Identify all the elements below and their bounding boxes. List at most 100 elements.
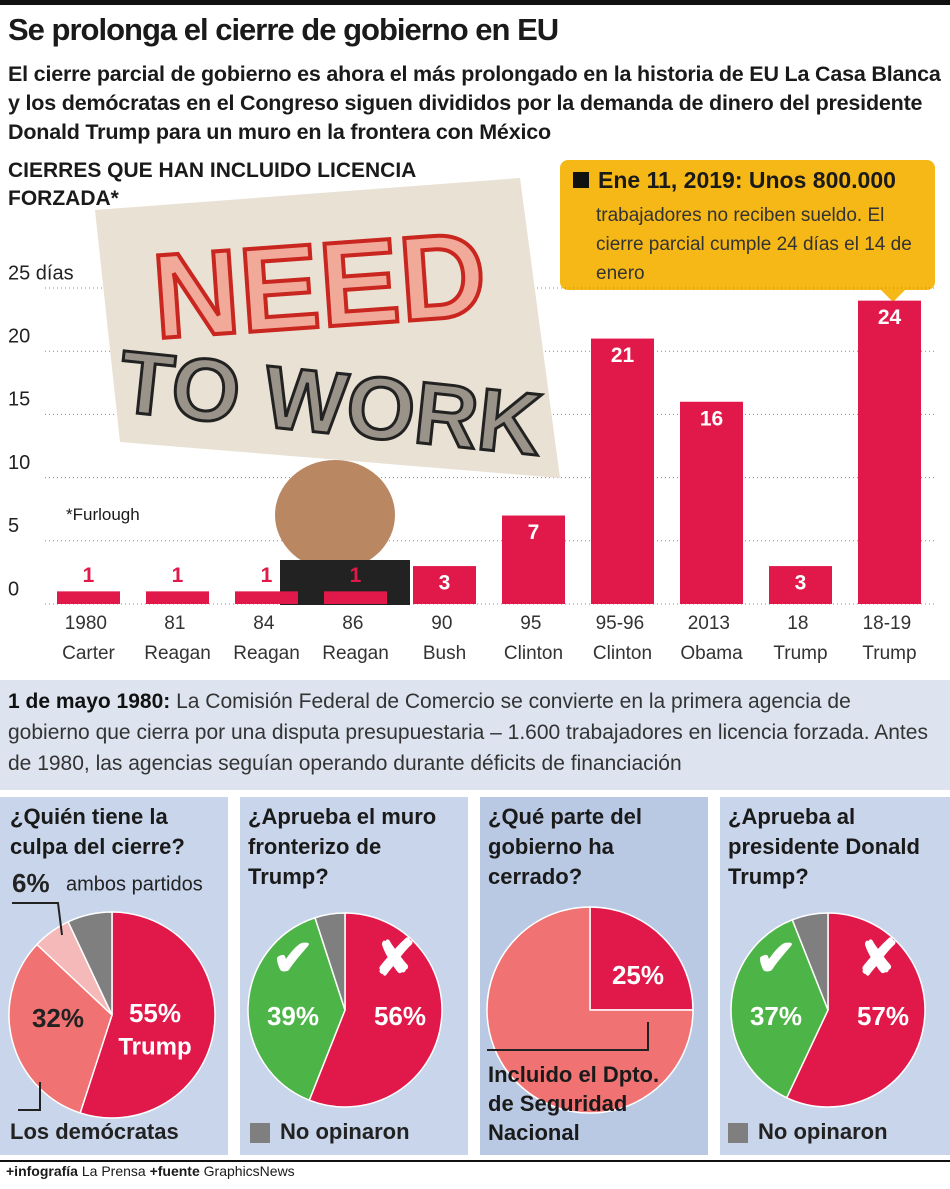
legend-label: No opinaron xyxy=(280,1119,410,1144)
bar-value-label: 1 xyxy=(261,564,273,587)
y-tick-label: 15 xyxy=(8,389,30,411)
connector xyxy=(18,1082,41,1111)
x-tick-label-line: 84 xyxy=(253,613,279,634)
x-tick-label: 2013 Obama xyxy=(680,613,743,664)
photo-text: NEED xyxy=(148,207,490,364)
pie-category-label: Incluido el Dpto. de Seguridad Nacional xyxy=(488,1062,660,1145)
bar xyxy=(413,566,476,604)
bar xyxy=(769,566,832,604)
pie-value-label: 37% xyxy=(750,1001,802,1031)
note: *Furlough xyxy=(66,505,140,524)
annotation-text: trabajadores no reciben sueldo. El cierr… xyxy=(596,205,912,284)
bar-value-label: 1 xyxy=(350,564,362,587)
x-tick-label-line: Trump xyxy=(773,643,827,664)
x-tick-label-line: Carter xyxy=(62,643,115,664)
pie-category-label: ✔ xyxy=(755,930,797,986)
connector xyxy=(12,902,63,936)
bar xyxy=(57,591,120,604)
pie-category-label: Los demócratas xyxy=(10,1119,179,1144)
pie-value-label: 56% xyxy=(374,1001,426,1031)
pie-slice xyxy=(247,916,346,1102)
footer-text: GraphicsNews xyxy=(203,1163,295,1179)
x-tick-label-line: Reagan xyxy=(322,643,389,664)
bar-value-label: 21 xyxy=(611,344,635,367)
pie-value-label: 57% xyxy=(857,1001,909,1031)
bar xyxy=(235,591,298,604)
timeline-bg xyxy=(0,680,950,790)
x-tick-label-line: 18-19 xyxy=(863,613,917,634)
x-tick-label: 95-96 Clinton xyxy=(593,613,652,664)
x-tick-label-line: 95 xyxy=(520,613,546,634)
x-tick-label: 18 Trump xyxy=(773,613,827,664)
x-tick-label-line: Obama xyxy=(680,643,743,664)
pie-value-label: 55% xyxy=(129,998,181,1028)
pie-slice xyxy=(730,918,829,1099)
pie-slice xyxy=(308,912,443,1108)
pie-title: ¿Aprueba al presidente Donald Trump? xyxy=(728,804,920,889)
subtitle: El cierre parcial de gobierno es ahora e… xyxy=(8,62,941,144)
bar xyxy=(858,300,921,604)
legend-swatch xyxy=(728,1123,748,1143)
top-rule xyxy=(0,0,950,5)
x-tick-label: 95 Clinton xyxy=(504,613,563,664)
footer: +infografía La Prensa +fuente GraphicsNe… xyxy=(6,1163,295,1179)
bar xyxy=(502,515,565,604)
timeline-date: 1 de mayo 1980: xyxy=(8,690,171,713)
pie-slice xyxy=(79,911,216,1119)
y-tick-label: 10 xyxy=(8,452,30,474)
pie-value-label: 32% xyxy=(32,1003,84,1033)
bar xyxy=(324,591,387,604)
pie-slice xyxy=(589,906,694,1011)
pie-category-label: ✘ xyxy=(857,930,899,986)
photo-sign xyxy=(95,178,560,478)
bar-value-label: 24 xyxy=(878,306,902,329)
pie-slice xyxy=(791,912,829,1011)
x-tick-label-line: 2013 xyxy=(688,613,736,634)
x-tick-label: 86 Reagan xyxy=(322,613,389,664)
pie-slice xyxy=(314,912,346,1011)
y-tick-label: 0 xyxy=(8,578,19,600)
pie-value-label: 6% xyxy=(12,868,50,898)
annotation-pointer xyxy=(880,289,906,302)
y-tick-label: 20 xyxy=(8,325,30,347)
x-tick-label-line: 95-96 xyxy=(596,613,650,634)
timeline-text: La Comisión Federal de Comercio se convi… xyxy=(8,690,928,775)
pie-category-label: ✘ xyxy=(374,930,416,986)
x-tick-label-line: Clinton xyxy=(504,643,563,664)
x-tick-label-line: Trump xyxy=(862,643,916,664)
pie-slice xyxy=(67,911,113,1016)
bar-value-label: 3 xyxy=(439,572,451,595)
x-tick-label-line: 1980 xyxy=(65,613,113,634)
x-tick-label: 90 Bush xyxy=(423,613,466,664)
x-tick-label-line: Bush xyxy=(423,643,466,664)
pie-slice xyxy=(486,906,694,1114)
annotation-bullet xyxy=(573,172,589,188)
bar xyxy=(146,591,209,604)
bar-value-label: 3 xyxy=(795,572,807,595)
x-tick-label: 18-19 Trump xyxy=(862,613,916,664)
annotation-heading: Ene 11, 2019: Unos 800.000 xyxy=(598,167,896,193)
bar xyxy=(591,338,654,604)
pie-title: ¿Quién tiene la culpa del cierre? xyxy=(10,804,185,859)
pie-value-label: 25% xyxy=(612,960,664,990)
footer-label: +fuente xyxy=(149,1163,200,1179)
x-tick-label-line: Reagan xyxy=(144,643,211,664)
bar-value-label: 16 xyxy=(700,407,723,430)
pie-category-label: ✔ xyxy=(272,930,314,986)
pie-category-label: Trump xyxy=(118,1033,191,1060)
pie-category-label: ambos partidos xyxy=(66,873,203,895)
x-tick-label: 84 Reagan xyxy=(233,613,300,664)
annotation-box xyxy=(560,160,935,290)
pie-title: ¿Aprueba el muro fronterizo de Trump? xyxy=(248,804,437,889)
legend-swatch xyxy=(250,1123,270,1143)
x-tick-label-line: 86 xyxy=(342,613,368,634)
pie-value-label: 39% xyxy=(267,1001,319,1031)
x-tick-label-line: 81 xyxy=(164,613,190,634)
pie-title: ¿Qué parte del gobierno ha cerrado? xyxy=(488,804,643,889)
pie-slice xyxy=(785,912,926,1108)
x-tick-label-line: 90 xyxy=(431,613,457,634)
y-tick-label: 25 días xyxy=(8,262,74,284)
